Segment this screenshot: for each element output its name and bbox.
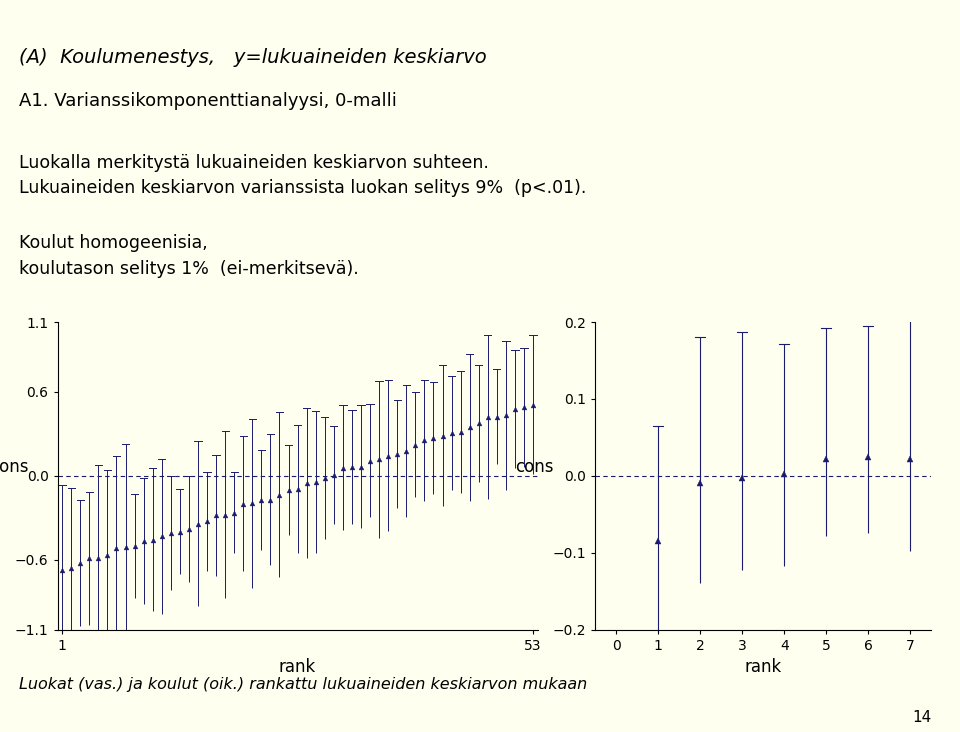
Y-axis label: cons: cons bbox=[516, 458, 554, 476]
Text: Luokalla merkitystä lukuaineiden keskiarvon suhteen.: Luokalla merkitystä lukuaineiden keskiar… bbox=[19, 154, 489, 172]
Y-axis label: cons: cons bbox=[0, 458, 29, 476]
Text: 14: 14 bbox=[912, 710, 931, 725]
X-axis label: rank: rank bbox=[279, 658, 316, 676]
X-axis label: rank: rank bbox=[745, 658, 781, 676]
Text: Koulut homogeenisia,: Koulut homogeenisia, bbox=[19, 234, 208, 253]
Text: Lukuaineiden keskiarvon varianssista luokan selitys 9%  (p<.01).: Lukuaineiden keskiarvon varianssista luo… bbox=[19, 179, 587, 198]
Text: koulutason selitys 1%  (ei-merkitsevä).: koulutason selitys 1% (ei-merkitsevä). bbox=[19, 260, 359, 278]
Text: A1. Varianssikomponenttianalyysi, 0-malli: A1. Varianssikomponenttianalyysi, 0-mall… bbox=[19, 92, 397, 110]
Text: Luokat (vas.) ja koulut (oik.) rankattu lukuaineiden keskiarvon mukaan: Luokat (vas.) ja koulut (oik.) rankattu … bbox=[19, 677, 588, 692]
Text: (A)  Koulumenestys,   y=lukuaineiden keskiarvo: (A) Koulumenestys, y=lukuaineiden keskia… bbox=[19, 48, 487, 67]
